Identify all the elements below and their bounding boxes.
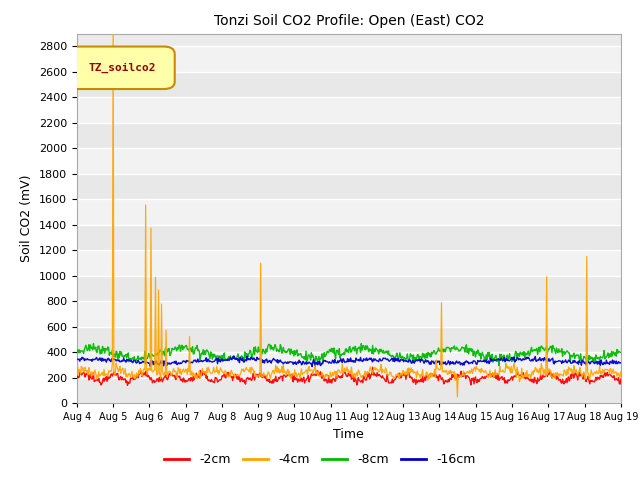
Y-axis label: Soil CO2 (mV): Soil CO2 (mV) [20, 175, 33, 262]
Bar [77, 327, 621, 352]
FancyBboxPatch shape [68, 47, 175, 89]
Bar [77, 72, 621, 97]
Bar [77, 225, 621, 250]
Bar [77, 276, 621, 301]
Bar [77, 148, 621, 174]
Bar [77, 250, 621, 276]
Bar [77, 97, 621, 123]
Text: TZ_soilco2: TZ_soilco2 [88, 62, 156, 73]
Bar [77, 301, 621, 327]
Bar [77, 174, 621, 199]
Bar [77, 352, 621, 378]
Bar [77, 199, 621, 225]
Bar [77, 123, 621, 148]
Bar [77, 378, 621, 403]
Legend: -2cm, -4cm, -8cm, -16cm: -2cm, -4cm, -8cm, -16cm [159, 448, 481, 471]
Title: Tonzi Soil CO2 Profile: Open (East) CO2: Tonzi Soil CO2 Profile: Open (East) CO2 [214, 14, 484, 28]
X-axis label: Time: Time [333, 428, 364, 441]
Bar [77, 47, 621, 72]
